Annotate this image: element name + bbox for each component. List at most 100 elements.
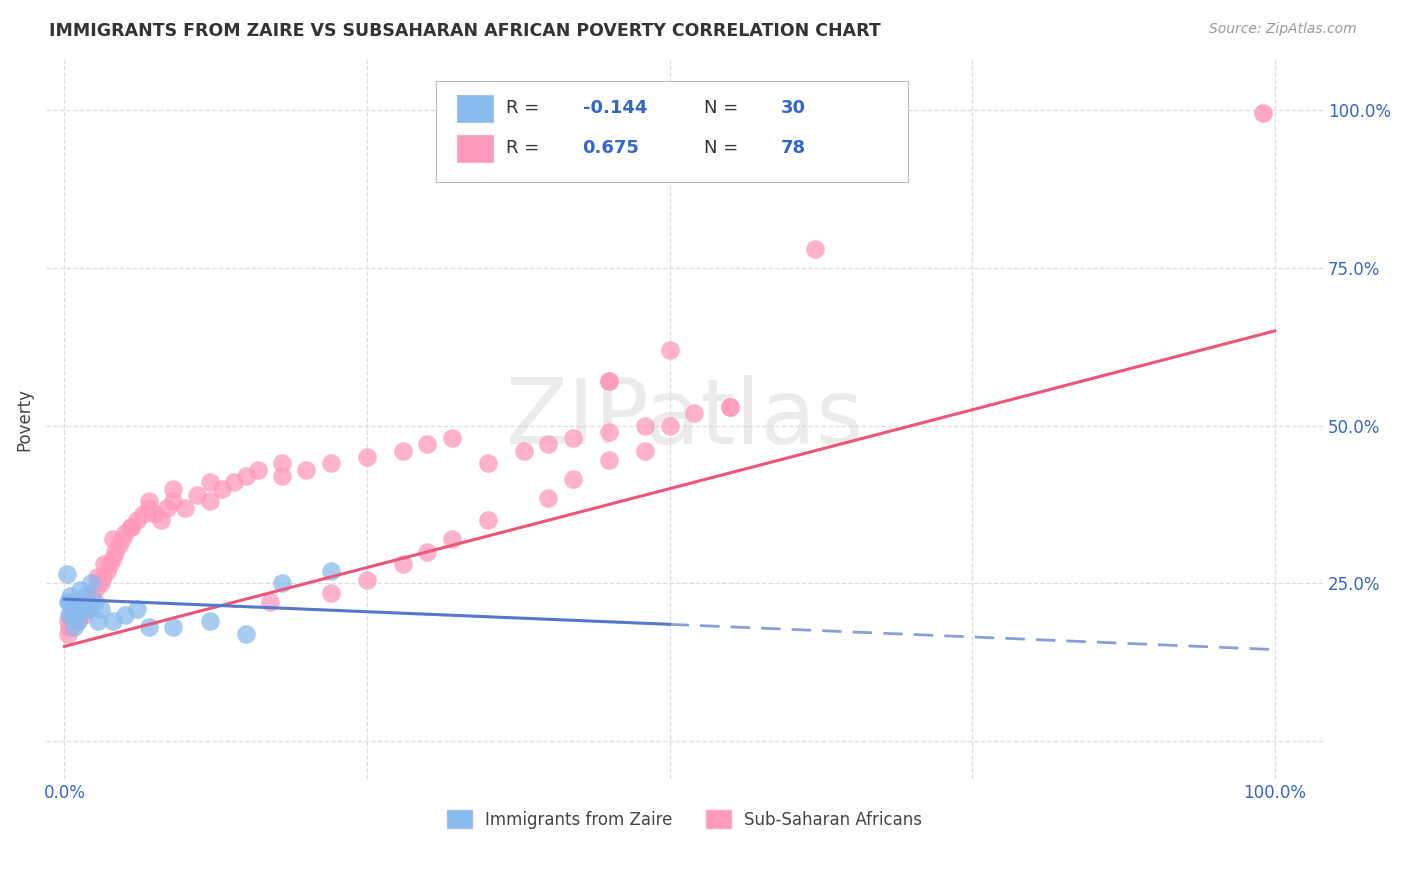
Point <box>65 614 87 628</box>
Point <box>138 494 160 508</box>
Point <box>66 614 89 628</box>
Point <box>80 589 103 603</box>
Point <box>143 507 166 521</box>
Point <box>90 601 112 615</box>
Point <box>72 595 94 609</box>
Point <box>416 545 439 559</box>
FancyBboxPatch shape <box>436 81 908 182</box>
Point <box>67 601 90 615</box>
Point <box>319 586 342 600</box>
Point <box>73 601 96 615</box>
Point <box>62 614 84 628</box>
Point <box>634 418 657 433</box>
Text: 78: 78 <box>780 139 806 157</box>
Point <box>72 601 94 615</box>
Point <box>77 601 100 615</box>
Point <box>513 443 536 458</box>
Point <box>537 437 560 451</box>
Point <box>69 601 91 615</box>
Point <box>63 601 86 615</box>
Point <box>440 532 463 546</box>
Text: IMMIGRANTS FROM ZAIRE VS SUBSAHARAN AFRICAN POVERTY CORRELATION CHART: IMMIGRANTS FROM ZAIRE VS SUBSAHARAN AFRI… <box>49 22 882 40</box>
Point <box>561 472 583 486</box>
Point <box>58 607 80 622</box>
Point <box>65 601 87 615</box>
Point <box>138 500 160 515</box>
Point <box>132 507 155 521</box>
Point <box>125 513 148 527</box>
Point <box>83 582 105 597</box>
Point <box>98 558 121 572</box>
Point <box>271 576 294 591</box>
Point <box>111 532 134 546</box>
Text: R =: R = <box>506 99 546 117</box>
Point <box>561 431 583 445</box>
Point <box>59 620 82 634</box>
Point <box>66 614 89 628</box>
Point <box>162 482 184 496</box>
Point <box>120 519 142 533</box>
Point <box>56 614 79 628</box>
Point <box>114 525 136 540</box>
Point <box>63 620 86 634</box>
Point <box>96 564 118 578</box>
Point <box>80 576 103 591</box>
Point <box>235 627 257 641</box>
Point <box>198 475 221 490</box>
Point <box>114 607 136 622</box>
Point <box>271 469 294 483</box>
Point <box>319 457 342 471</box>
Point <box>392 443 415 458</box>
Point <box>69 582 91 597</box>
Point <box>101 551 124 566</box>
Point <box>93 558 115 572</box>
Point <box>73 595 96 609</box>
Point <box>186 488 208 502</box>
Point <box>62 607 84 622</box>
Point <box>416 437 439 451</box>
Point <box>72 607 94 622</box>
Point <box>69 595 91 609</box>
Point <box>77 595 100 609</box>
Point <box>356 573 378 587</box>
Text: Source: ZipAtlas.com: Source: ZipAtlas.com <box>1209 22 1357 37</box>
Point <box>66 607 89 622</box>
Point <box>58 620 80 634</box>
Point <box>440 431 463 445</box>
Point <box>60 614 83 628</box>
Point <box>295 463 318 477</box>
Point <box>90 576 112 591</box>
Point <box>101 614 124 628</box>
Point <box>658 343 681 357</box>
Point <box>56 595 79 609</box>
Point <box>634 443 657 458</box>
Point <box>356 450 378 464</box>
Point <box>80 589 103 603</box>
Point <box>598 425 620 439</box>
Point <box>60 601 83 615</box>
Text: N =: N = <box>704 99 744 117</box>
Point <box>198 494 221 508</box>
Point <box>174 500 197 515</box>
Point <box>70 601 93 615</box>
Point <box>87 614 110 628</box>
Point <box>63 595 86 609</box>
Text: 0.675: 0.675 <box>582 139 640 157</box>
Point <box>247 463 270 477</box>
Text: R =: R = <box>506 139 546 157</box>
Text: ZIPatlas: ZIPatlas <box>506 376 863 463</box>
Point <box>392 558 415 572</box>
Point <box>56 566 79 581</box>
Point <box>271 457 294 471</box>
Point <box>65 607 87 622</box>
Point <box>598 453 620 467</box>
Point <box>65 601 87 615</box>
Point <box>477 457 499 471</box>
Point <box>73 589 96 603</box>
Point <box>259 595 281 609</box>
Point <box>101 532 124 546</box>
Point <box>75 595 97 609</box>
Point <box>1251 106 1274 120</box>
Point <box>162 494 184 508</box>
Point <box>222 475 245 490</box>
